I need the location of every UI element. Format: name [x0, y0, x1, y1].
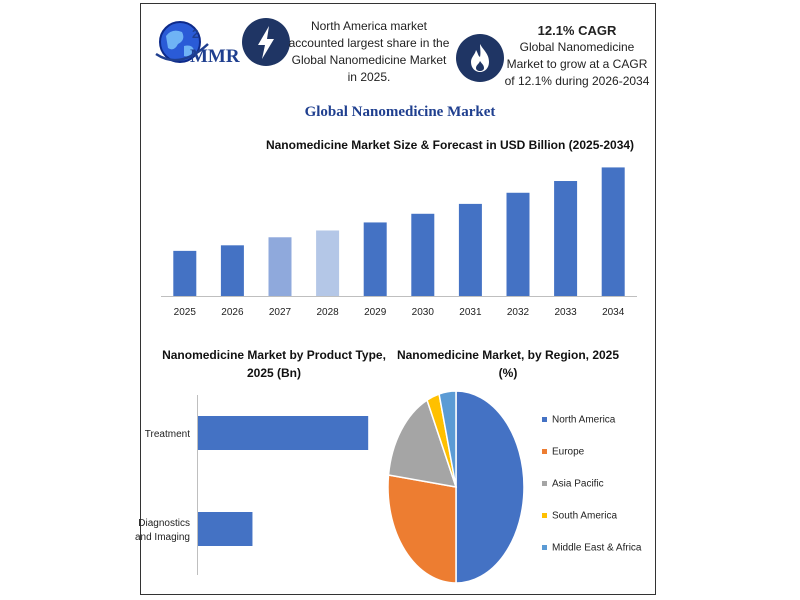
size-bar-2030 — [411, 213, 435, 296]
size-bar-2028 — [316, 230, 340, 296]
legend-swatch-2 — [542, 481, 547, 486]
size-bar-2029 — [363, 222, 387, 296]
size-tick-2029: 2029 — [364, 307, 387, 318]
size-bar-2025 — [173, 250, 197, 296]
legend-swatch-1 — [542, 449, 547, 454]
product-label-1: Diagnostics and Imaging — [135, 518, 190, 543]
note2-title: 12.1% CAGR — [537, 23, 617, 38]
region-slice-0 — [455, 390, 525, 584]
note2-block: 12.1% CAGR Global Nanomedicine Market to… — [500, 22, 654, 90]
legend-label-1: Europe — [552, 447, 585, 458]
legend-label-4: Middle East & Africa — [552, 543, 642, 554]
svg-text:2: 2 — [192, 27, 199, 41]
size-bar-2027 — [268, 237, 292, 296]
product-bar-1 — [198, 512, 253, 546]
main-title: Global Nanomedicine Market — [304, 104, 496, 120]
product-chart-title: Nanomedicine Market by Product Type, 202… — [162, 348, 386, 380]
logo-text: MMR — [190, 46, 240, 67]
lightning-icon — [258, 26, 274, 59]
legend-label-0: North America — [552, 415, 616, 426]
size-tick-2033: 2033 — [554, 307, 577, 318]
size-chart-title: Nanomedicine Market Size & Forecast in U… — [265, 138, 635, 152]
region-slice-4 — [438, 390, 457, 488]
product-bar-0 — [198, 416, 369, 450]
size-tick-2031: 2031 — [459, 307, 482, 318]
size-tick-2027: 2027 — [269, 307, 292, 318]
size-bar-2033 — [554, 181, 578, 296]
legend-swatch-0 — [542, 417, 547, 422]
product-label-0: Treatment — [145, 429, 190, 440]
size-tick-2030: 2030 — [412, 307, 435, 318]
region-slice-1 — [387, 474, 457, 584]
size-tick-2025: 2025 — [174, 307, 197, 318]
size-tick-2032: 2032 — [507, 307, 530, 318]
note1-text: North America market accounted largest s… — [288, 19, 450, 84]
size-bar-2026 — [220, 245, 244, 296]
size-bar-2032 — [506, 192, 530, 296]
size-tick-2028: 2028 — [316, 307, 339, 318]
flame-icon — [471, 44, 489, 72]
legend-swatch-4 — [542, 545, 547, 550]
region-slice-2 — [387, 398, 458, 488]
size-tick-2034: 2034 — [602, 307, 625, 318]
region-chart-title: Nanomedicine Market, by Region, 2025 (%) — [396, 348, 620, 380]
mmr-logo: 2 — [155, 21, 209, 63]
size-bar-2031 — [458, 203, 482, 296]
size-tick-2026: 2026 — [221, 307, 244, 318]
size-bar-2034 — [601, 167, 625, 296]
legend-swatch-3 — [542, 513, 547, 518]
legend-label-2: Asia Pacific — [552, 479, 604, 490]
note2-text: Global Nanomedicine Market to grow at a … — [504, 40, 650, 88]
legend-label-3: South America — [552, 511, 617, 522]
